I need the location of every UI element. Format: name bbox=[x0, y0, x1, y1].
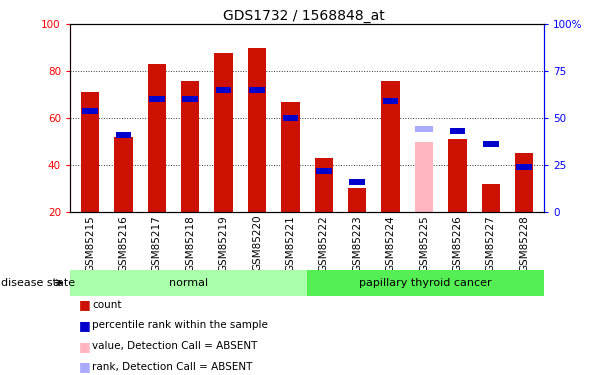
Bar bbox=[81, 92, 99, 212]
Bar bbox=[249, 87, 264, 93]
Bar bbox=[148, 64, 166, 212]
Text: GSM85215: GSM85215 bbox=[85, 215, 95, 272]
Bar bbox=[149, 96, 165, 102]
Text: ■: ■ bbox=[79, 298, 91, 311]
Text: ■: ■ bbox=[79, 319, 91, 332]
Text: ■: ■ bbox=[79, 340, 91, 352]
Text: GSM85224: GSM85224 bbox=[385, 215, 396, 272]
Bar bbox=[516, 164, 532, 170]
Text: normal: normal bbox=[169, 278, 208, 288]
Bar bbox=[515, 153, 533, 212]
Text: GSM85227: GSM85227 bbox=[486, 215, 496, 272]
Bar bbox=[307, 270, 544, 296]
Text: percentile rank within the sample: percentile rank within the sample bbox=[92, 321, 268, 330]
Text: GSM85221: GSM85221 bbox=[285, 215, 295, 272]
Bar bbox=[483, 141, 499, 147]
Bar bbox=[114, 137, 133, 212]
Bar bbox=[350, 179, 365, 185]
Text: ■: ■ bbox=[79, 360, 91, 373]
Bar bbox=[181, 81, 199, 212]
Text: GSM85218: GSM85218 bbox=[185, 215, 195, 272]
Bar bbox=[381, 81, 399, 212]
Bar bbox=[283, 115, 298, 121]
Bar bbox=[448, 139, 466, 212]
Bar bbox=[82, 108, 98, 114]
Text: papillary thyroid cancer: papillary thyroid cancer bbox=[359, 278, 492, 288]
Bar bbox=[415, 126, 433, 132]
Text: GSM85228: GSM85228 bbox=[519, 215, 529, 272]
Text: GSM85225: GSM85225 bbox=[419, 215, 429, 272]
Bar bbox=[482, 184, 500, 212]
Bar bbox=[70, 270, 307, 296]
Bar bbox=[182, 96, 198, 102]
Text: GSM85219: GSM85219 bbox=[218, 215, 229, 272]
Bar bbox=[415, 142, 433, 212]
Text: count: count bbox=[92, 300, 122, 310]
Bar bbox=[116, 132, 131, 138]
Bar bbox=[316, 168, 331, 174]
Bar bbox=[281, 102, 300, 212]
Text: GSM85216: GSM85216 bbox=[119, 215, 128, 272]
Text: GSM85220: GSM85220 bbox=[252, 215, 262, 272]
Bar bbox=[248, 48, 266, 212]
Text: disease state: disease state bbox=[1, 278, 75, 288]
Text: rank, Detection Call = ABSENT: rank, Detection Call = ABSENT bbox=[92, 362, 253, 372]
Bar bbox=[215, 53, 233, 212]
Bar bbox=[382, 98, 398, 104]
Text: value, Detection Call = ABSENT: value, Detection Call = ABSENT bbox=[92, 341, 258, 351]
Bar bbox=[216, 87, 232, 93]
Text: GSM85226: GSM85226 bbox=[452, 215, 462, 272]
Text: GSM85222: GSM85222 bbox=[319, 215, 329, 272]
Text: GSM85223: GSM85223 bbox=[352, 215, 362, 272]
Bar bbox=[314, 158, 333, 212]
Text: GDS1732 / 1568848_at: GDS1732 / 1568848_at bbox=[223, 9, 385, 23]
Bar bbox=[449, 128, 465, 134]
Bar bbox=[348, 188, 367, 212]
Text: GSM85217: GSM85217 bbox=[152, 215, 162, 272]
